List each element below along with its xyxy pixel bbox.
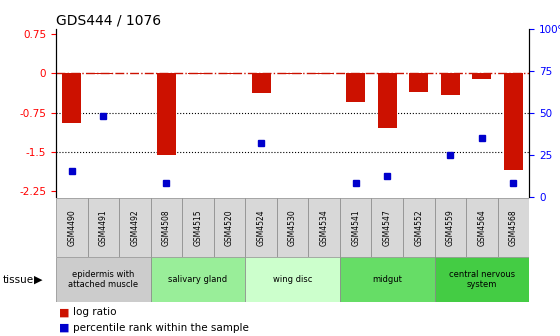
Bar: [346, 73, 365, 102]
Bar: [56, 257, 151, 302]
Bar: [220, 73, 239, 74]
Text: ▶: ▶: [34, 275, 42, 285]
Bar: [214, 198, 245, 257]
Bar: [182, 198, 214, 257]
Bar: [441, 73, 460, 95]
Bar: [435, 198, 466, 257]
Text: GSM4530: GSM4530: [288, 209, 297, 246]
Text: epidermis with
attached muscle: epidermis with attached muscle: [68, 270, 138, 289]
Bar: [340, 257, 435, 302]
Bar: [409, 73, 428, 92]
Text: wing disc: wing disc: [273, 275, 312, 284]
Bar: [498, 198, 529, 257]
Bar: [435, 257, 529, 302]
Text: GSM4534: GSM4534: [320, 209, 329, 246]
Bar: [504, 73, 523, 170]
Text: GSM4552: GSM4552: [414, 209, 423, 246]
Bar: [62, 73, 81, 123]
Text: GSM4541: GSM4541: [351, 209, 360, 246]
Bar: [315, 73, 334, 74]
Text: midgut: midgut: [372, 275, 402, 284]
Text: GSM4508: GSM4508: [162, 209, 171, 246]
Text: central nervous
system: central nervous system: [449, 270, 515, 289]
Bar: [245, 257, 340, 302]
Text: GSM4524: GSM4524: [256, 209, 265, 246]
Bar: [277, 198, 309, 257]
Bar: [378, 73, 396, 128]
Bar: [466, 198, 498, 257]
Bar: [371, 198, 403, 257]
Bar: [56, 198, 87, 257]
Bar: [251, 73, 270, 93]
Text: GSM4515: GSM4515: [193, 209, 203, 246]
Bar: [157, 73, 176, 155]
Text: GSM4490: GSM4490: [67, 209, 76, 246]
Text: GSM4547: GSM4547: [382, 209, 392, 246]
Text: salivary gland: salivary gland: [169, 275, 227, 284]
Bar: [189, 73, 207, 74]
Text: GSM4491: GSM4491: [99, 209, 108, 246]
Text: GDS444 / 1076: GDS444 / 1076: [56, 13, 161, 28]
Bar: [283, 73, 302, 74]
Bar: [151, 257, 245, 302]
Bar: [151, 198, 182, 257]
Text: percentile rank within the sample: percentile rank within the sample: [73, 323, 249, 333]
Text: ■: ■: [59, 323, 69, 333]
Text: ■: ■: [59, 307, 69, 318]
Text: GSM4520: GSM4520: [225, 209, 234, 246]
Text: GSM4492: GSM4492: [130, 209, 139, 246]
Bar: [473, 73, 491, 80]
Bar: [94, 73, 113, 74]
Bar: [403, 198, 435, 257]
Bar: [309, 198, 340, 257]
Text: GSM4568: GSM4568: [509, 209, 518, 246]
Text: GSM4564: GSM4564: [477, 209, 487, 246]
Bar: [87, 198, 119, 257]
Bar: [119, 198, 151, 257]
Text: tissue: tissue: [3, 275, 34, 285]
Text: GSM4559: GSM4559: [446, 209, 455, 246]
Bar: [340, 198, 371, 257]
Text: log ratio: log ratio: [73, 307, 116, 318]
Bar: [245, 198, 277, 257]
